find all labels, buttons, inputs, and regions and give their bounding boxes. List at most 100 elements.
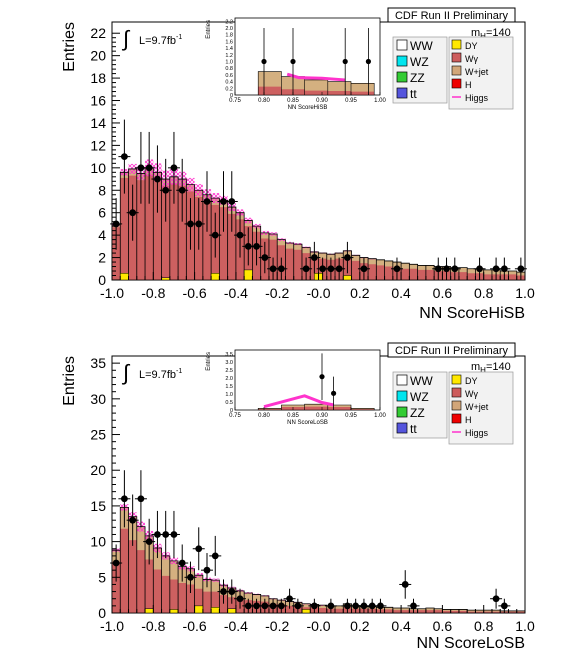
data-point — [236, 595, 244, 603]
data-point — [120, 495, 128, 503]
inset-x-tick-label: 0.80 — [258, 413, 270, 419]
legend-label-WW: WW — [410, 374, 433, 388]
inset-y-tick-label: 0.5 — [225, 400, 233, 406]
inset-y-tick-label: 0.4 — [225, 80, 233, 86]
legend-label-Wg: Wγ — [465, 54, 478, 64]
data-point — [187, 573, 194, 581]
inset-plot: 0.75 0.80 0.85 0.90 0.95 1.00 00.20.40.60.81.0… — [206, 17, 386, 111]
data-point — [228, 198, 236, 205]
inset-y-axis-title: Entries — [206, 20, 212, 39]
x-tick-label: 0.2 — [350, 285, 370, 301]
y-tick-label: 0 — [98, 272, 106, 288]
inset-frame — [234, 349, 381, 411]
inset-x-tick-label: 0.80 — [258, 98, 270, 104]
x-tick-label: -0.0 — [306, 618, 330, 634]
y-tick-label: 6 — [98, 205, 106, 221]
y-tick-label: 4 — [98, 227, 106, 243]
inset-y-tick-label: 2.0 — [225, 376, 233, 382]
inset-y-tick-label: 2.2 — [225, 19, 233, 25]
inset-y-tick-label: 0 — [230, 408, 233, 414]
legend-label-DY: DY — [465, 41, 478, 51]
x-tick-label: 0.6 — [433, 618, 453, 634]
x-tick-label: 0.2 — [350, 618, 370, 634]
x-tick-label: 1.0 — [515, 285, 535, 301]
y-tick-label: 8 — [98, 182, 106, 198]
data-point — [500, 602, 508, 610]
y-axis-title: Entries — [61, 356, 78, 406]
inset-y-tick-label: 3.5 — [225, 352, 233, 358]
data-point — [228, 588, 236, 595]
inset-data-point — [319, 374, 325, 380]
legend-swatch-Wjet — [451, 400, 462, 411]
x-tick-label: 0.4 — [391, 618, 411, 634]
header-box — [387, 7, 516, 23]
inset-x-tick-label: 0.75 — [229, 413, 241, 419]
data-point — [253, 602, 260, 610]
inset-y-tick-label: 1.0 — [225, 392, 233, 398]
mass-label-sub: H — [480, 366, 486, 375]
inset-data-point — [261, 58, 267, 65]
dy-bin — [144, 608, 154, 614]
data-point — [327, 602, 335, 610]
legend-swatch-tt — [396, 422, 408, 434]
legend-swatch-tt — [396, 87, 408, 99]
data-point — [145, 538, 153, 546]
y-tick-label: 5 — [98, 569, 106, 585]
y-tick-label: 18 — [90, 70, 106, 86]
inset-x-tick-label: 0.85 — [287, 98, 299, 104]
inset-x-axis-title: NN ScoreLoSB — [287, 420, 328, 426]
dy-bin — [161, 277, 171, 281]
y-tick-label: 22 — [90, 25, 106, 41]
data-point — [327, 265, 335, 273]
legend-swatch-DY — [451, 374, 462, 385]
inset-plot: 0.75 0.80 0.85 0.90 0.95 1.00 0 0.5 1.0 1.5 2.0 2.5… — [206, 349, 386, 426]
mass-label-main: m — [471, 27, 480, 39]
inset-y-tick-label: 1.6 — [225, 39, 233, 45]
dy-bin — [210, 607, 220, 614]
data-point — [500, 265, 508, 273]
x-tick-label: -0.0 — [306, 285, 330, 301]
y-tick-label: 20 — [90, 48, 106, 64]
y-tick-label: 12 — [90, 137, 106, 153]
legend-label-WW: WW — [410, 39, 433, 53]
lumi-sup: -1 — [176, 368, 182, 375]
data-point — [137, 495, 145, 503]
y-tick-label: 14 — [90, 115, 106, 131]
inset-y-tick-label: 0 — [230, 93, 233, 99]
data-point — [120, 153, 128, 161]
mass-label-main: m — [471, 361, 480, 373]
data-point — [195, 220, 203, 228]
data-point — [269, 602, 277, 610]
data-point — [517, 265, 525, 273]
data-point — [203, 566, 211, 574]
x-axis-title: NN ScoreHiSB — [419, 305, 525, 322]
inset-x-tick-label: 0.95 — [345, 413, 357, 419]
x-tick-label: 0.6 — [433, 285, 453, 301]
data-point — [145, 164, 153, 172]
y-tick-label: 0 — [98, 605, 106, 621]
x-tick-label: 0.8 — [474, 285, 494, 301]
y-tick-label: 35 — [90, 355, 106, 371]
legend-label-H: H — [465, 415, 472, 425]
data-point — [178, 559, 186, 567]
data-point — [203, 198, 211, 205]
inset-wgamma-stack — [258, 406, 375, 410]
dy-bin — [194, 605, 204, 614]
legend-swatch-ZZ — [396, 71, 408, 83]
data-point — [220, 588, 227, 595]
data-point — [401, 581, 409, 588]
inset-y-tick-label: 0.6 — [225, 73, 233, 79]
y-tick-label: 20 — [90, 462, 106, 478]
legend-sublabel: t — [413, 87, 417, 101]
data-point — [261, 602, 269, 610]
inset-x-tick-label: 0.95 — [345, 98, 357, 104]
data-point — [476, 265, 483, 273]
dy-bin — [210, 273, 220, 281]
data-point — [319, 265, 327, 273]
x-tick-label: -0.8 — [141, 285, 165, 301]
legend-swatch-WZ — [396, 390, 408, 402]
lumi-text: L=9.7fb — [139, 35, 176, 47]
data-point — [236, 231, 244, 239]
dy-bin — [301, 609, 311, 614]
